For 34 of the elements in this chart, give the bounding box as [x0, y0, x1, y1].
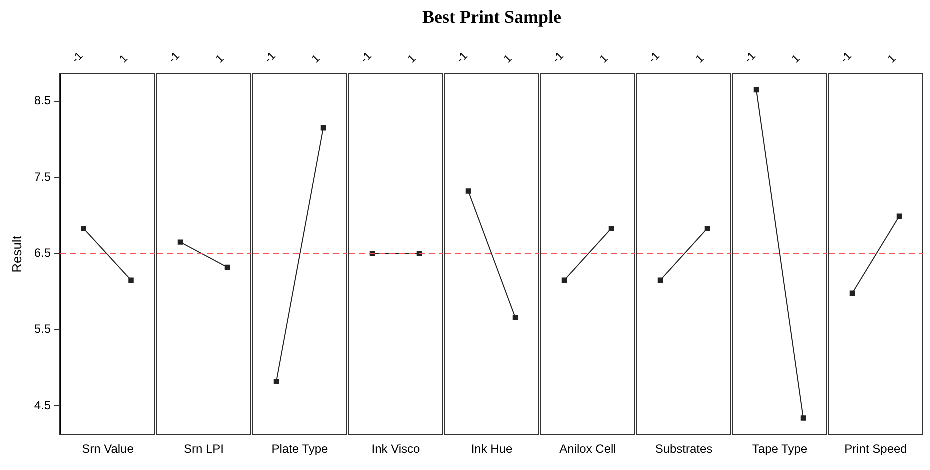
x-tick-label: -1	[358, 50, 374, 66]
y-tick-label: 7.5	[34, 170, 52, 184]
x-axis-title: Tape Type	[751, 441, 809, 458]
x-tick-label: -1	[742, 50, 758, 66]
x-axis-title: Ink Visco	[370, 441, 422, 458]
x-axis-title: Anilox Cell	[558, 441, 618, 458]
x-axis-title: Ink Hue	[470, 441, 514, 458]
x-tick-label: -1	[838, 50, 854, 66]
x-tick-label: -1	[550, 50, 566, 66]
y-tick-label: 4.5	[34, 398, 52, 412]
x-tick-label: 1	[214, 52, 227, 66]
x-axis-title: Plate Type	[270, 441, 330, 458]
x-tick-label: -1	[262, 50, 278, 66]
x-tick-label: 1	[502, 52, 515, 66]
x-axis-title: Substrates	[654, 441, 714, 458]
x-tick-label: 1	[310, 52, 323, 66]
chart-title: Best Print Sample	[422, 6, 562, 29]
x-tick-label: -1	[646, 50, 662, 66]
x-tick-label: 1	[886, 52, 899, 66]
x-tick-label: -1	[166, 50, 182, 66]
x-axis-title: Print Speed	[844, 441, 908, 458]
x-axis-title: Srn LPI	[182, 441, 226, 458]
x-tick-label: -1	[454, 50, 470, 66]
x-tick-label: 1	[790, 52, 803, 66]
y-tick-label: 6.5	[34, 246, 52, 260]
y-tick-label: 5.5	[34, 322, 52, 336]
x-tick-label: 1	[406, 52, 419, 66]
x-tick-label: -1	[70, 50, 86, 66]
x-tick-label: 1	[118, 52, 131, 66]
x-tick-label: 1	[694, 52, 707, 66]
y-axis-title: Result	[9, 236, 24, 273]
x-tick-label: 1	[598, 52, 611, 66]
y-tick-label: 8.5	[34, 94, 52, 108]
x-axis-title: Srn Value	[81, 441, 135, 458]
